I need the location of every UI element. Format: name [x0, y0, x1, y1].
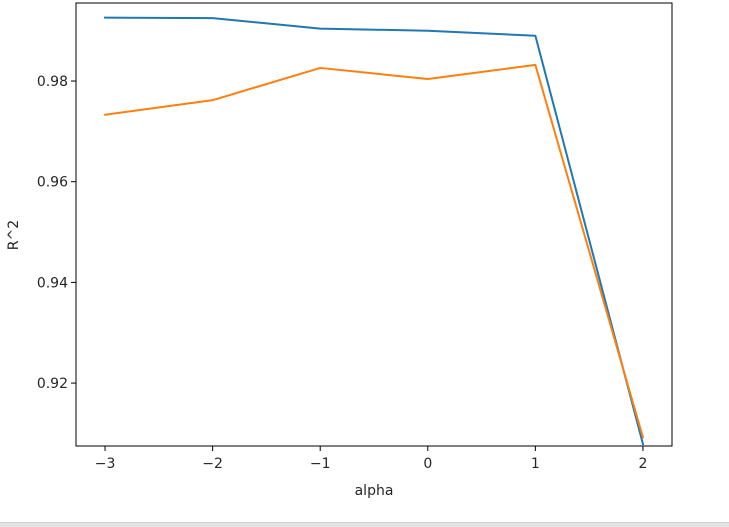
y-axis: 0.92 0.94 0.96 0.98 [37, 74, 76, 392]
y-tick-label: 0.96 [37, 175, 68, 191]
bottom-scrollbar-edge [0, 522, 729, 527]
series-lines [103, 16, 645, 446]
y-axis-label: R^2 [6, 220, 22, 250]
x-tick-label: −3 [95, 456, 116, 472]
y-tick-label: 0.92 [37, 376, 68, 392]
y-tick-label: 0.98 [37, 74, 68, 90]
x-axis-label: alpha [355, 483, 394, 499]
series-line-1 [104, 16, 645, 446]
x-axis: −3 −2 −1 0 1 2 [95, 446, 647, 472]
y-tick-label: 0.94 [37, 275, 68, 291]
x-tick-label: 0 [423, 456, 432, 472]
x-tick-label: 1 [531, 456, 540, 472]
series-line-2 [103, 63, 645, 439]
plot-frame [75, 2, 673, 447]
x-tick-label: −2 [202, 456, 223, 472]
x-tick-label: −1 [310, 456, 331, 472]
x-tick-label: 2 [638, 456, 647, 472]
